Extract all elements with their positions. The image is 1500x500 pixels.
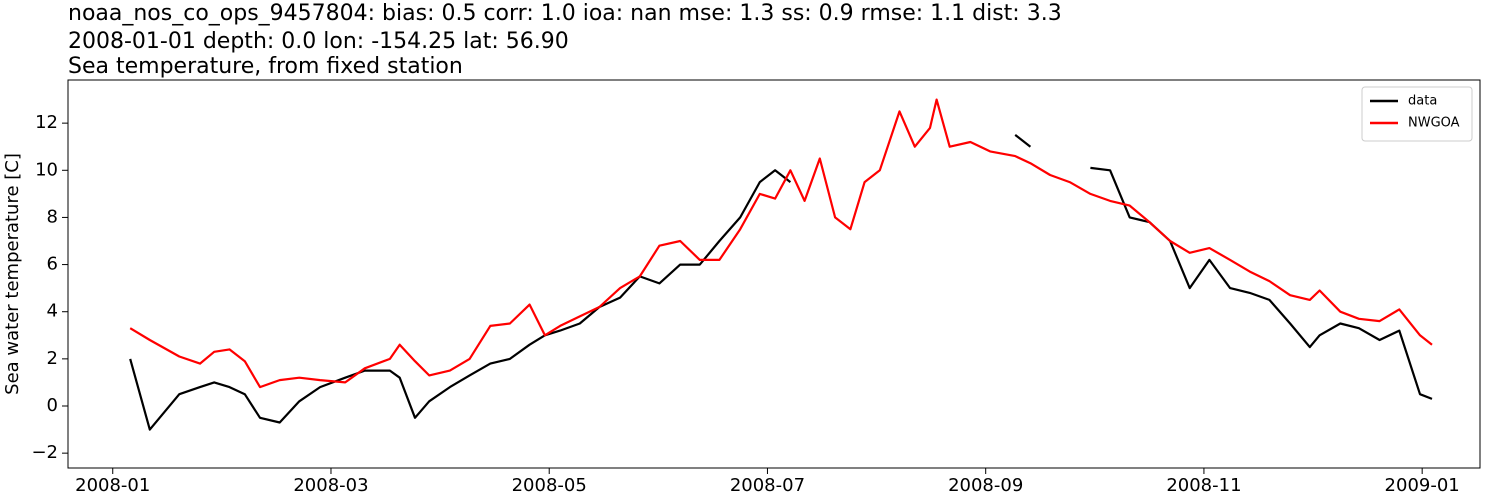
y-tick-label: 8	[47, 206, 58, 227]
series-line	[129, 98, 1433, 389]
y-axis-label: Sea water temperature [C]	[2, 153, 23, 395]
y-tick-label: 10	[35, 159, 58, 180]
y-tick-label: 4	[47, 301, 58, 322]
x-tick-label: 2008-11	[1166, 475, 1241, 496]
x-tick-label: 2008-09	[948, 475, 1023, 496]
x-tick-label: 2008-07	[730, 475, 805, 496]
chart-title: Sea temperature, from fixed station	[68, 54, 463, 79]
y-tick-label: 12	[35, 112, 58, 133]
x-tick-label: 2008-01	[75, 475, 150, 496]
x-tick-label: 2008-05	[512, 475, 587, 496]
chart-title: noaa_nos_co_ops_9457804: bias: 0.5 corr:…	[68, 1, 1062, 26]
y-tick-label: −2	[31, 442, 58, 463]
x-tick-label: 2009-01	[1385, 475, 1460, 496]
chart-title: 2008-01-01 depth: 0.0 lon: -154.25 lat: …	[68, 29, 569, 54]
series-line	[129, 134, 1433, 431]
legend-label: data	[1408, 94, 1437, 109]
plot-frame	[67, 79, 1481, 469]
legend-label: NWGOA	[1408, 116, 1460, 131]
y-tick-label: 0	[47, 395, 58, 416]
y-tick-label: 2	[47, 348, 58, 369]
y-tick-label: 6	[47, 254, 58, 275]
x-tick-label: 2008-03	[293, 475, 368, 496]
